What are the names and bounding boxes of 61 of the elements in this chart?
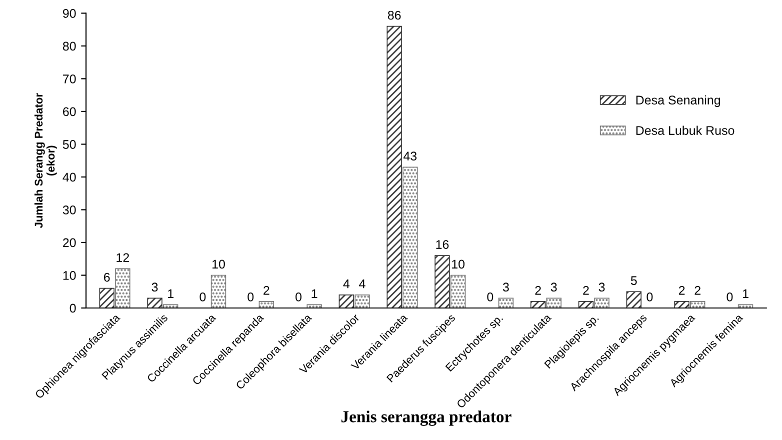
bar: [115, 268, 130, 308]
bar: [546, 298, 562, 308]
data-label: 0: [248, 292, 254, 302]
data-label: 1: [312, 289, 318, 298]
data-label: 4: [359, 280, 366, 288]
bar: [386, 26, 402, 308]
bar: [626, 291, 642, 308]
data-label: 10: [212, 260, 225, 269]
y-tick-label: 50: [62, 140, 76, 149]
data-label: 0: [726, 292, 733, 302]
bar: [354, 294, 370, 308]
data-label: 2: [264, 286, 270, 295]
data-label: 3: [502, 282, 509, 292]
bar: [530, 301, 546, 308]
legend-label: Desa Senaning: [636, 95, 720, 108]
bar: [578, 301, 594, 308]
data-label: 6: [104, 272, 110, 282]
bar: [210, 274, 226, 308]
data-label: 2: [694, 286, 700, 295]
bar: [99, 288, 114, 308]
y-tick-label: 60: [63, 107, 76, 116]
data-label: 3: [598, 282, 605, 292]
bar: [690, 301, 706, 308]
data-label: 16: [436, 240, 449, 249]
data-label: 4: [343, 280, 350, 288]
data-label: 3: [152, 282, 158, 292]
bar: [147, 298, 162, 308]
bar: [498, 298, 514, 308]
data-label: 5: [630, 276, 637, 285]
data-label: 0: [200, 292, 206, 302]
y-tick-label: 90: [62, 9, 76, 18]
data-label: 43: [403, 152, 417, 161]
data-label: 0: [487, 292, 494, 302]
y-tick-label: 80: [62, 42, 76, 51]
y-tick-label: 20: [63, 238, 76, 248]
data-label: 3: [550, 282, 557, 292]
y-tick-label: 10: [63, 271, 76, 280]
y-tick-label: 70: [63, 74, 76, 84]
bar: [434, 255, 450, 308]
y-tick-label: 0: [70, 304, 76, 313]
bar: [450, 274, 466, 308]
data-label: 86: [388, 10, 401, 20]
data-label: 2: [583, 286, 589, 295]
bar: [674, 301, 690, 308]
data-label: 10: [452, 260, 465, 269]
data-label: 12: [116, 253, 129, 262]
bar: [402, 166, 418, 308]
bar: [258, 301, 274, 308]
data-label: 1: [742, 289, 748, 298]
data-label: 2: [535, 286, 541, 295]
bar: [338, 294, 354, 308]
y-tick-label: 30: [62, 206, 76, 214]
data-label: 0: [296, 292, 302, 302]
y-tick-label: 40: [62, 172, 76, 182]
data-label: 2: [678, 286, 685, 295]
x-axis-title: Jenis serangga predator: [341, 410, 512, 426]
legend-label: Desa Lubuk Ruso: [636, 126, 734, 135]
y-axis-title: Jumlah Serangg Predator (ekor): [34, 93, 57, 228]
bar: [594, 298, 610, 308]
data-label: 1: [168, 289, 174, 298]
data-label: 0: [646, 292, 653, 302]
